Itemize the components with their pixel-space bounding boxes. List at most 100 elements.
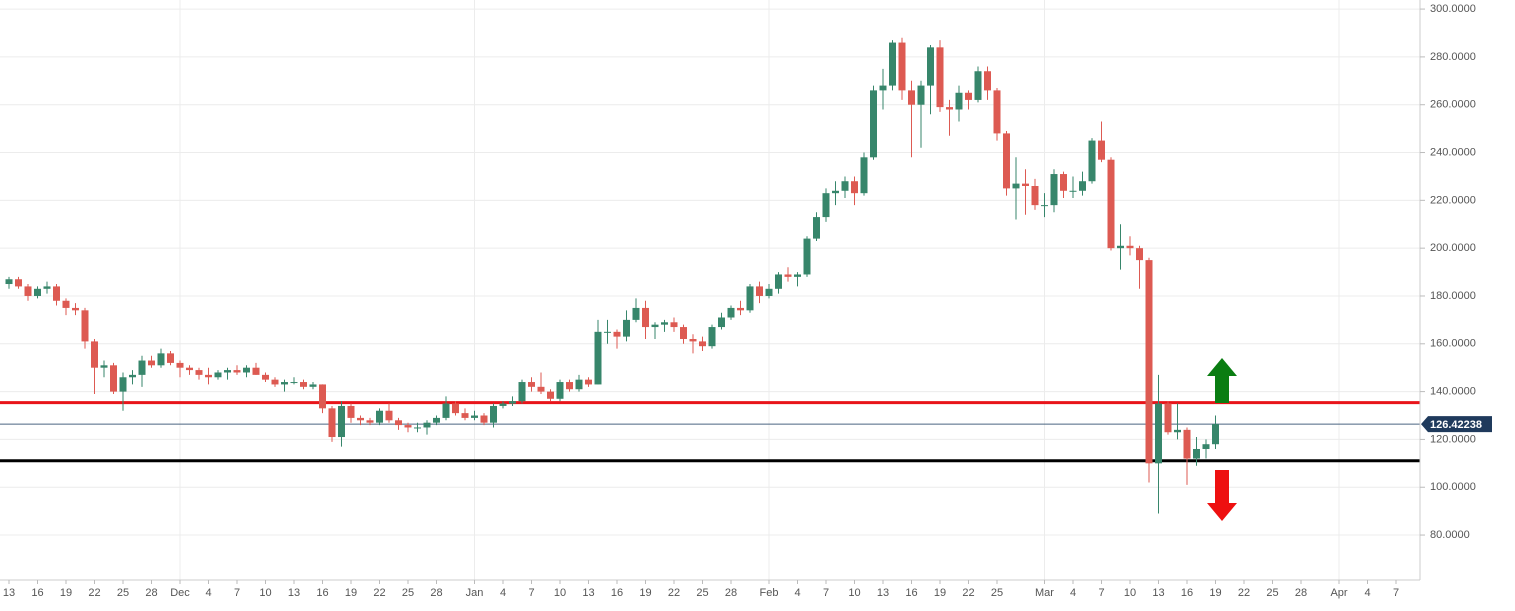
candle-body (1003, 133, 1010, 189)
candle-body (680, 327, 687, 340)
candle-body (271, 379, 279, 385)
candle-body (822, 193, 830, 218)
candle-body (917, 85, 925, 105)
x-tick-label: 19 (1209, 587, 1221, 599)
y-tick-label: 200.0000 (1430, 242, 1476, 254)
x-tick-label: Mar (1035, 587, 1054, 599)
candle-body (851, 181, 858, 194)
x-tick-label: 4 (1364, 587, 1370, 599)
candle-body (556, 382, 564, 399)
up-arrow-head (1207, 358, 1237, 376)
x-tick-label: 19 (934, 587, 946, 599)
x-tick-label: Apr (1330, 587, 1347, 599)
levels (0, 401, 1420, 463)
candle-body (195, 370, 203, 375)
y-tick-label: 140.0000 (1430, 386, 1476, 398)
candle-body (461, 413, 469, 418)
candle-body (585, 379, 592, 385)
candle-body (613, 331, 621, 337)
candle-body (471, 415, 478, 418)
x-tick-label: 22 (373, 587, 385, 599)
x-tick-label: 7 (528, 587, 534, 599)
x-tick-label: 7 (1098, 587, 1104, 599)
y-tick-label: 240.0000 (1430, 146, 1476, 158)
candle-body (319, 384, 326, 409)
candle-body (243, 367, 250, 373)
candle-body (91, 341, 98, 368)
x-tick-label: 28 (1295, 587, 1307, 599)
candle-body (879, 85, 887, 91)
candle-body (775, 274, 782, 289)
x-tick-label: 28 (430, 587, 442, 599)
up-arrow-shaft (1215, 375, 1229, 403)
x-tick-label: 10 (259, 587, 271, 599)
x-tick-label: 28 (145, 587, 157, 599)
x-tick-label: 22 (88, 587, 100, 599)
x-tick-label: 22 (1238, 587, 1250, 599)
candle-body (290, 382, 298, 384)
y-tick-label: 80.0000 (1430, 529, 1470, 541)
candle-body (110, 365, 117, 392)
candle-body (81, 310, 89, 342)
y-tick-label: 280.0000 (1430, 51, 1476, 63)
x-tick-label: 13 (582, 587, 594, 599)
x-tick-label: 16 (611, 587, 623, 599)
candle-body (1145, 260, 1153, 464)
candle-body (214, 372, 222, 378)
candle-body (1155, 403, 1162, 464)
x-tick-label: Feb (760, 587, 779, 599)
candle-body (338, 405, 345, 438)
candle-body (1174, 429, 1181, 433)
candle-body (575, 379, 583, 390)
candle-body (1031, 186, 1039, 206)
candle-body (376, 410, 383, 423)
x-tick-label: 25 (696, 587, 708, 599)
x-tick-label: 4 (205, 587, 211, 599)
candle-body (224, 370, 231, 373)
candle-body (157, 353, 165, 366)
y-tick-label: 120.0000 (1430, 433, 1476, 445)
candle-body (1183, 429, 1191, 459)
x-tick-label: 22 (962, 587, 974, 599)
candle-body (1060, 174, 1067, 191)
candle-body (708, 327, 716, 347)
candle-body (974, 71, 982, 100)
candle-body (205, 374, 212, 378)
candle-body (1050, 174, 1058, 206)
candle-body (537, 386, 545, 392)
x-tick-label: Jan (466, 587, 484, 599)
x-tick-label: 13 (877, 587, 889, 599)
last-price-box (1421, 416, 1492, 433)
x-tick-label: 7 (1393, 587, 1399, 599)
candle-body (15, 279, 22, 287)
x-tick-label: 25 (1266, 587, 1278, 599)
candle-body (72, 307, 79, 311)
y-tick-label: 160.0000 (1430, 338, 1476, 350)
candle-body (803, 238, 811, 275)
x-tick-label: 25 (991, 587, 1003, 599)
candle-body (765, 288, 773, 296)
candle-body (689, 339, 697, 342)
candle-body (300, 382, 307, 387)
candle-body (499, 403, 507, 406)
candle-body (328, 408, 336, 438)
candle-body (1079, 181, 1086, 191)
candle-body (129, 374, 136, 378)
candle-body (281, 382, 288, 385)
candle-body (651, 324, 659, 328)
candles (5, 37, 1219, 514)
candle-body (490, 405, 497, 423)
axes: 80.0000 100.0000 120.0000 140.0000 160.0000 1… (3, 3, 1492, 599)
candle-body (100, 365, 108, 368)
candle-body (898, 42, 906, 91)
candle-body (1041, 205, 1048, 207)
candle-body (119, 377, 127, 392)
candle-body (632, 307, 640, 320)
candle-body (43, 286, 51, 289)
candle-body (176, 362, 184, 368)
x-tick-label: 19 (639, 587, 651, 599)
candle-body (993, 90, 1001, 134)
candle-body (860, 157, 868, 194)
candle-body (936, 47, 944, 108)
candle-body (670, 322, 678, 328)
